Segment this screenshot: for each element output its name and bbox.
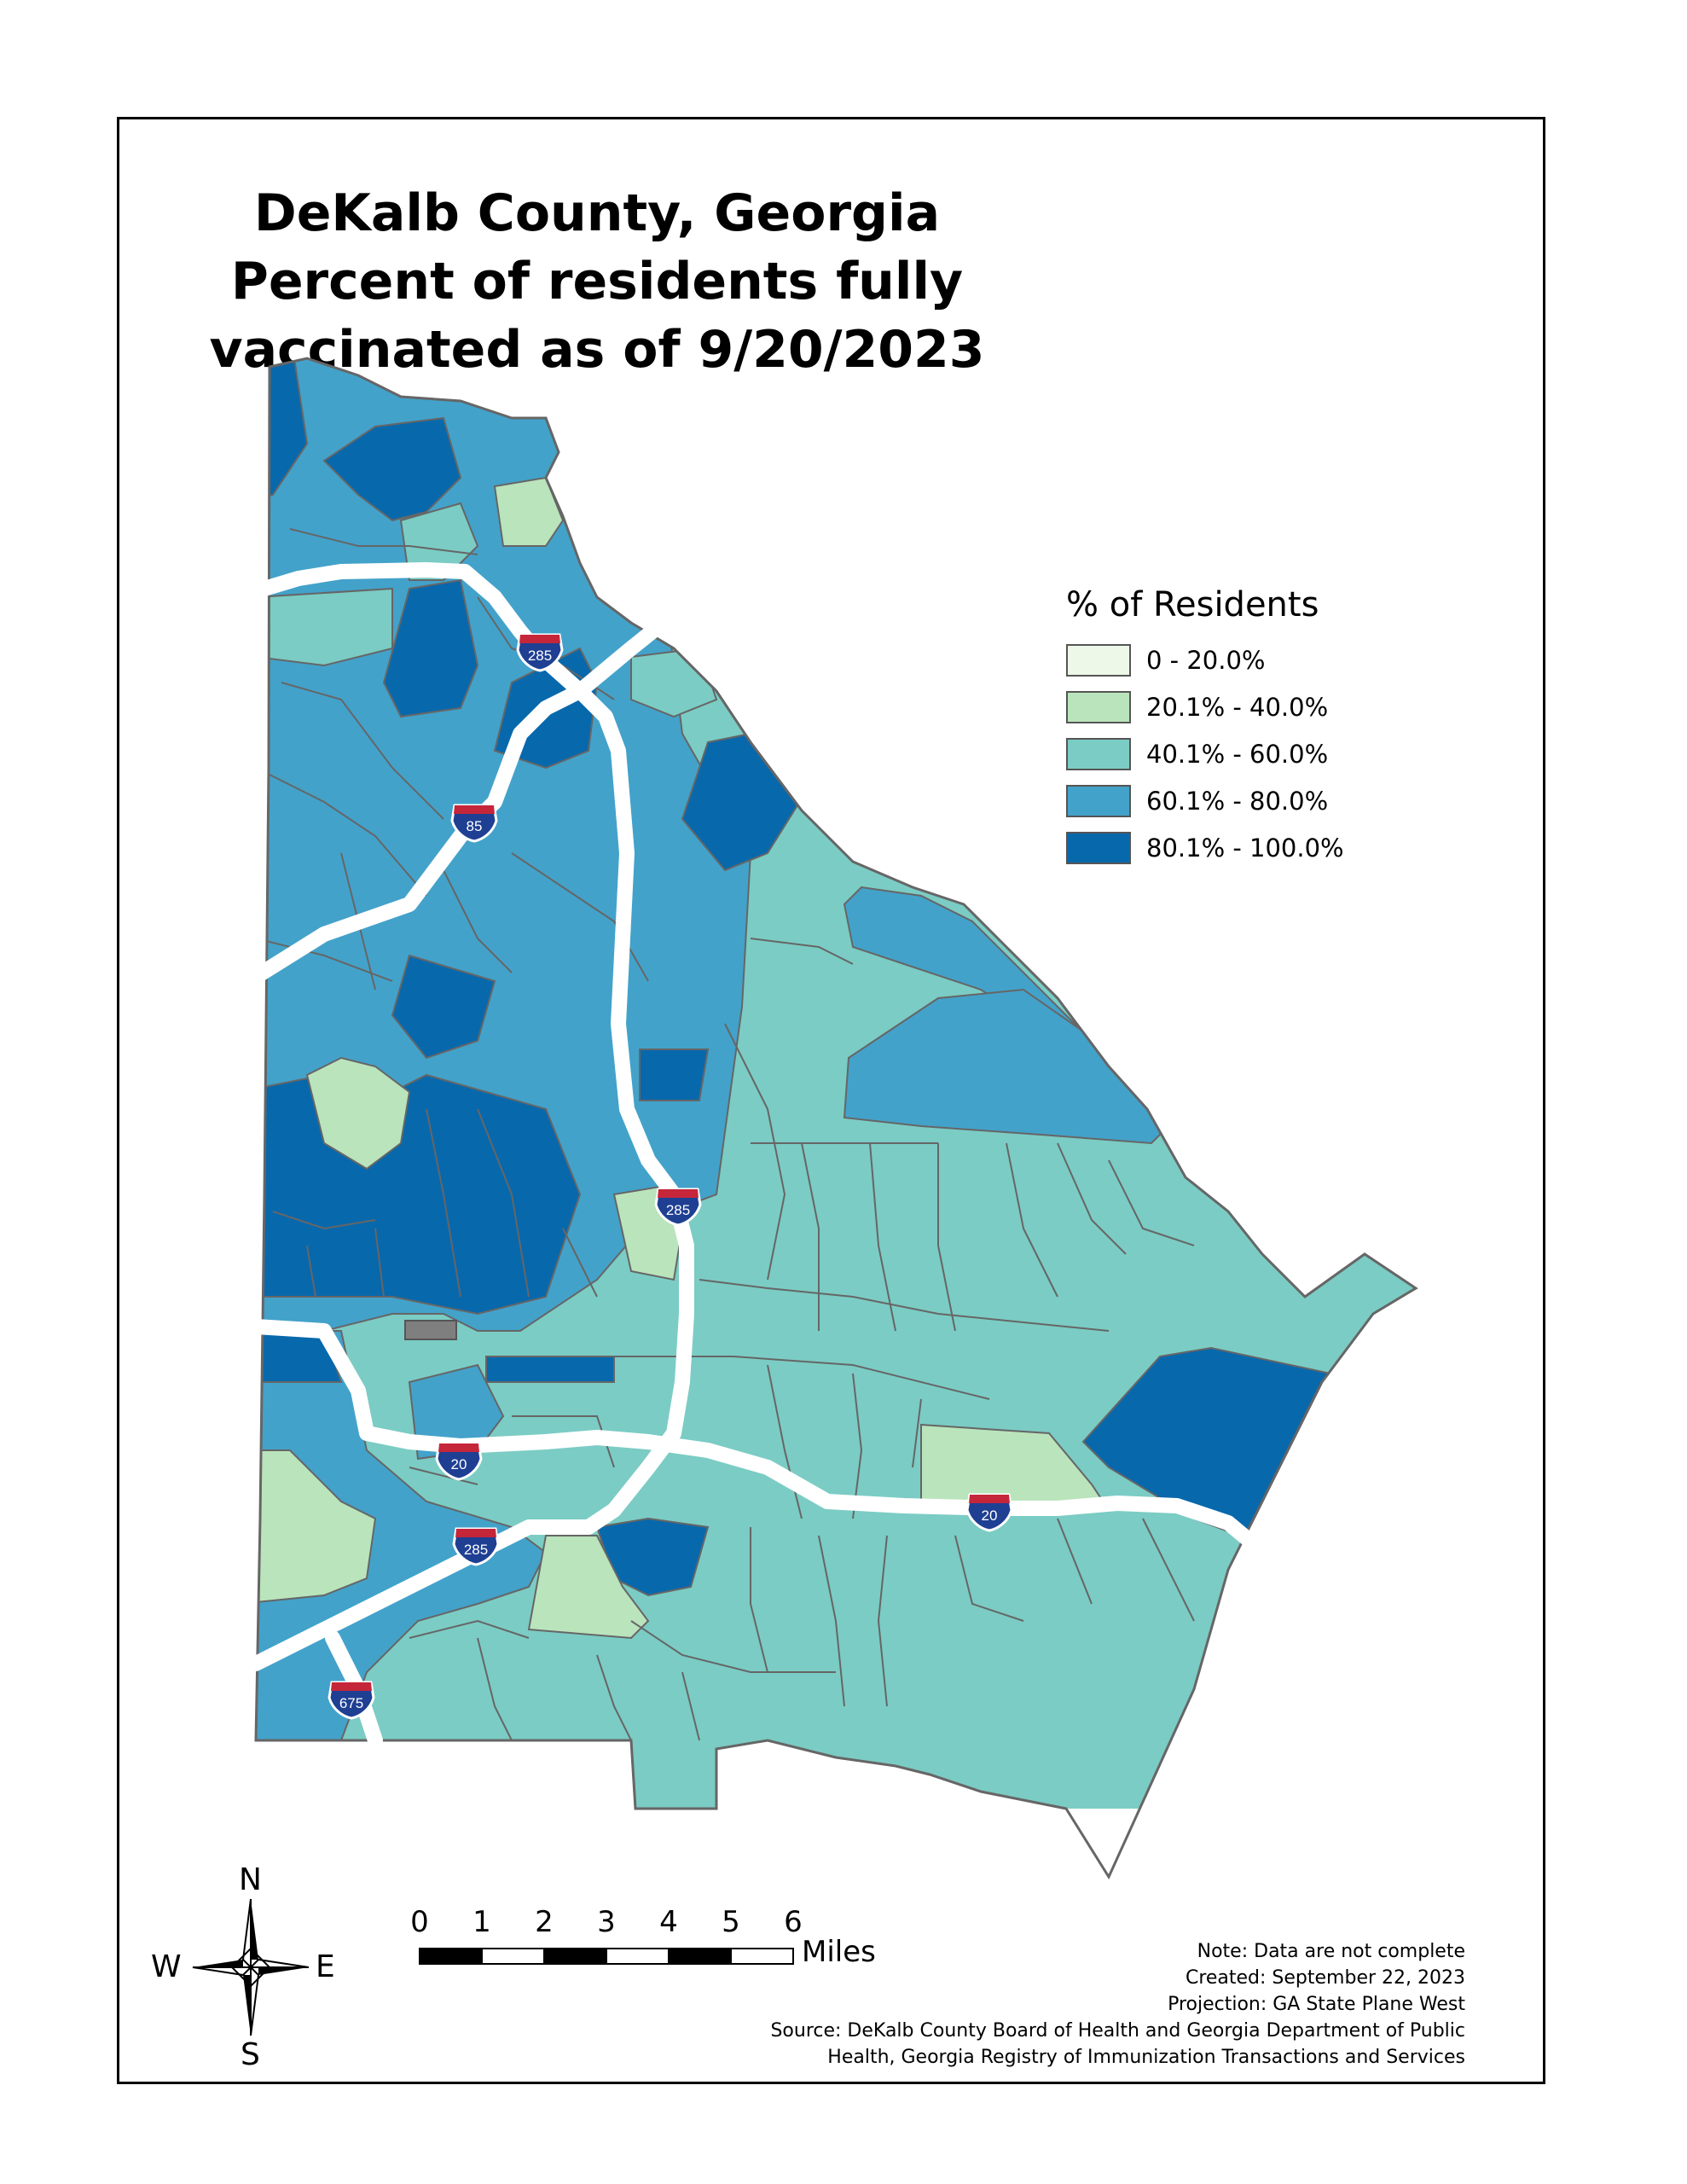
shield-20-east: 20	[965, 1493, 1013, 1532]
region-dark-west-band	[256, 1073, 582, 1316]
shield-label: 85	[467, 818, 483, 834]
region-green-southwest	[256, 1449, 377, 1606]
shield-label: 285	[464, 1542, 488, 1558]
scale-tick-2: 2	[535, 1905, 554, 1939]
legend-label: 20.1% - 40.0%	[1146, 692, 1329, 722]
map-title: DeKalb County, Georgia Percent of reside…	[77, 179, 1117, 384]
legend-label: 60.1% - 80.0%	[1146, 786, 1329, 816]
compass-s: S	[241, 2037, 260, 2072]
scale-tick-3: 3	[597, 1905, 616, 1939]
shield-label: 285	[666, 1202, 690, 1218]
region-green-ne	[493, 476, 565, 547]
scale-tick-0: 0	[410, 1905, 429, 1939]
region-dark-north	[322, 416, 462, 522]
legend-label: 0 - 20.0%	[1146, 645, 1266, 675]
legend-swatch	[1066, 737, 1131, 770]
i20-east	[248, 1319, 1261, 1552]
region-no-data	[404, 1320, 457, 1340]
legend-item: 20.1% - 40.0%	[1066, 683, 1344, 730]
scale-tick-6: 6	[784, 1905, 803, 1939]
i285-ne-spur	[572, 607, 681, 699]
note-line: Created: September 22, 2023	[1185, 1967, 1465, 1989]
legend-item: 0 - 20.0%	[1066, 636, 1344, 683]
title-line-1: DeKalb County, Georgia	[253, 183, 941, 243]
note-line: Projection: GA State Plane West	[1168, 1994, 1465, 2015]
shield-layer: 285 85 285 20 20 285	[328, 633, 1013, 1720]
region-dark-nw-strip	[256, 358, 309, 505]
note-line: Note: Data are not complete	[1197, 1941, 1465, 1962]
scale-tick-1: 1	[472, 1905, 491, 1939]
shield-label: 20	[982, 1507, 998, 1524]
shield-85: 85	[450, 804, 498, 843]
title-line-2: Percent of residents fully	[230, 252, 964, 311]
shield-285-south: 285	[452, 1527, 500, 1566]
legend-label: 80.1% - 100.0%	[1146, 833, 1344, 863]
scale-bar	[419, 1948, 794, 1965]
shield-285-north: 285	[516, 633, 564, 672]
region-dark-285-north	[382, 578, 479, 718]
compass-rose	[192, 1898, 310, 2036]
legend-swatch	[1066, 643, 1131, 677]
map-frame	[117, 117, 1545, 2084]
shield-285-east: 285	[654, 1188, 702, 1227]
region-dark-mid-2	[639, 1048, 710, 1101]
shield-675: 675	[328, 1681, 375, 1720]
i285-north-loop	[248, 562, 694, 1671]
scale-tick-5: 5	[722, 1905, 740, 1939]
compass-w: W	[151, 1949, 182, 1984]
region-green-nw	[305, 1056, 411, 1170]
shield-20-west: 20	[435, 1442, 483, 1481]
legend: % of Residents 0 - 20.0% 20.1% - 40.0% 4…	[1066, 585, 1344, 871]
legend-title: % of Residents	[1066, 585, 1319, 624]
legend-label: 40.1% - 60.0%	[1146, 739, 1329, 769]
scale-tick-4: 4	[659, 1905, 678, 1939]
shield-label: 20	[451, 1456, 467, 1472]
legend-swatch	[1066, 831, 1131, 864]
legend-item: 40.1% - 60.0%	[1066, 730, 1344, 777]
region-east-blue-2	[843, 988, 1170, 1145]
county-outline	[254, 357, 1418, 1880]
note-line: Source: DeKalb County Board of Health an…	[770, 2020, 1465, 2042]
region-dark-strip-mid	[485, 1356, 615, 1383]
shield-label: 285	[528, 648, 552, 664]
legend-swatch	[1066, 690, 1131, 723]
region-dark-mid	[391, 954, 496, 1060]
legend-item: 60.1% - 80.0%	[1066, 777, 1344, 824]
compass-n: N	[239, 1862, 262, 1897]
region-green-south	[527, 1535, 650, 1640]
scale-units: Miles	[802, 1935, 876, 1969]
compass-e: E	[316, 1949, 335, 1984]
legend-swatch	[1066, 784, 1131, 817]
note-line: Health, Georgia Registry of Immunization…	[827, 2047, 1465, 2068]
map-notes: Note: Data are not complete Created: Sep…	[770, 1938, 1465, 2071]
region-teal-nw	[256, 587, 393, 667]
shield-label: 675	[339, 1695, 363, 1711]
legend-item: 80.1% - 100.0%	[1066, 824, 1344, 871]
